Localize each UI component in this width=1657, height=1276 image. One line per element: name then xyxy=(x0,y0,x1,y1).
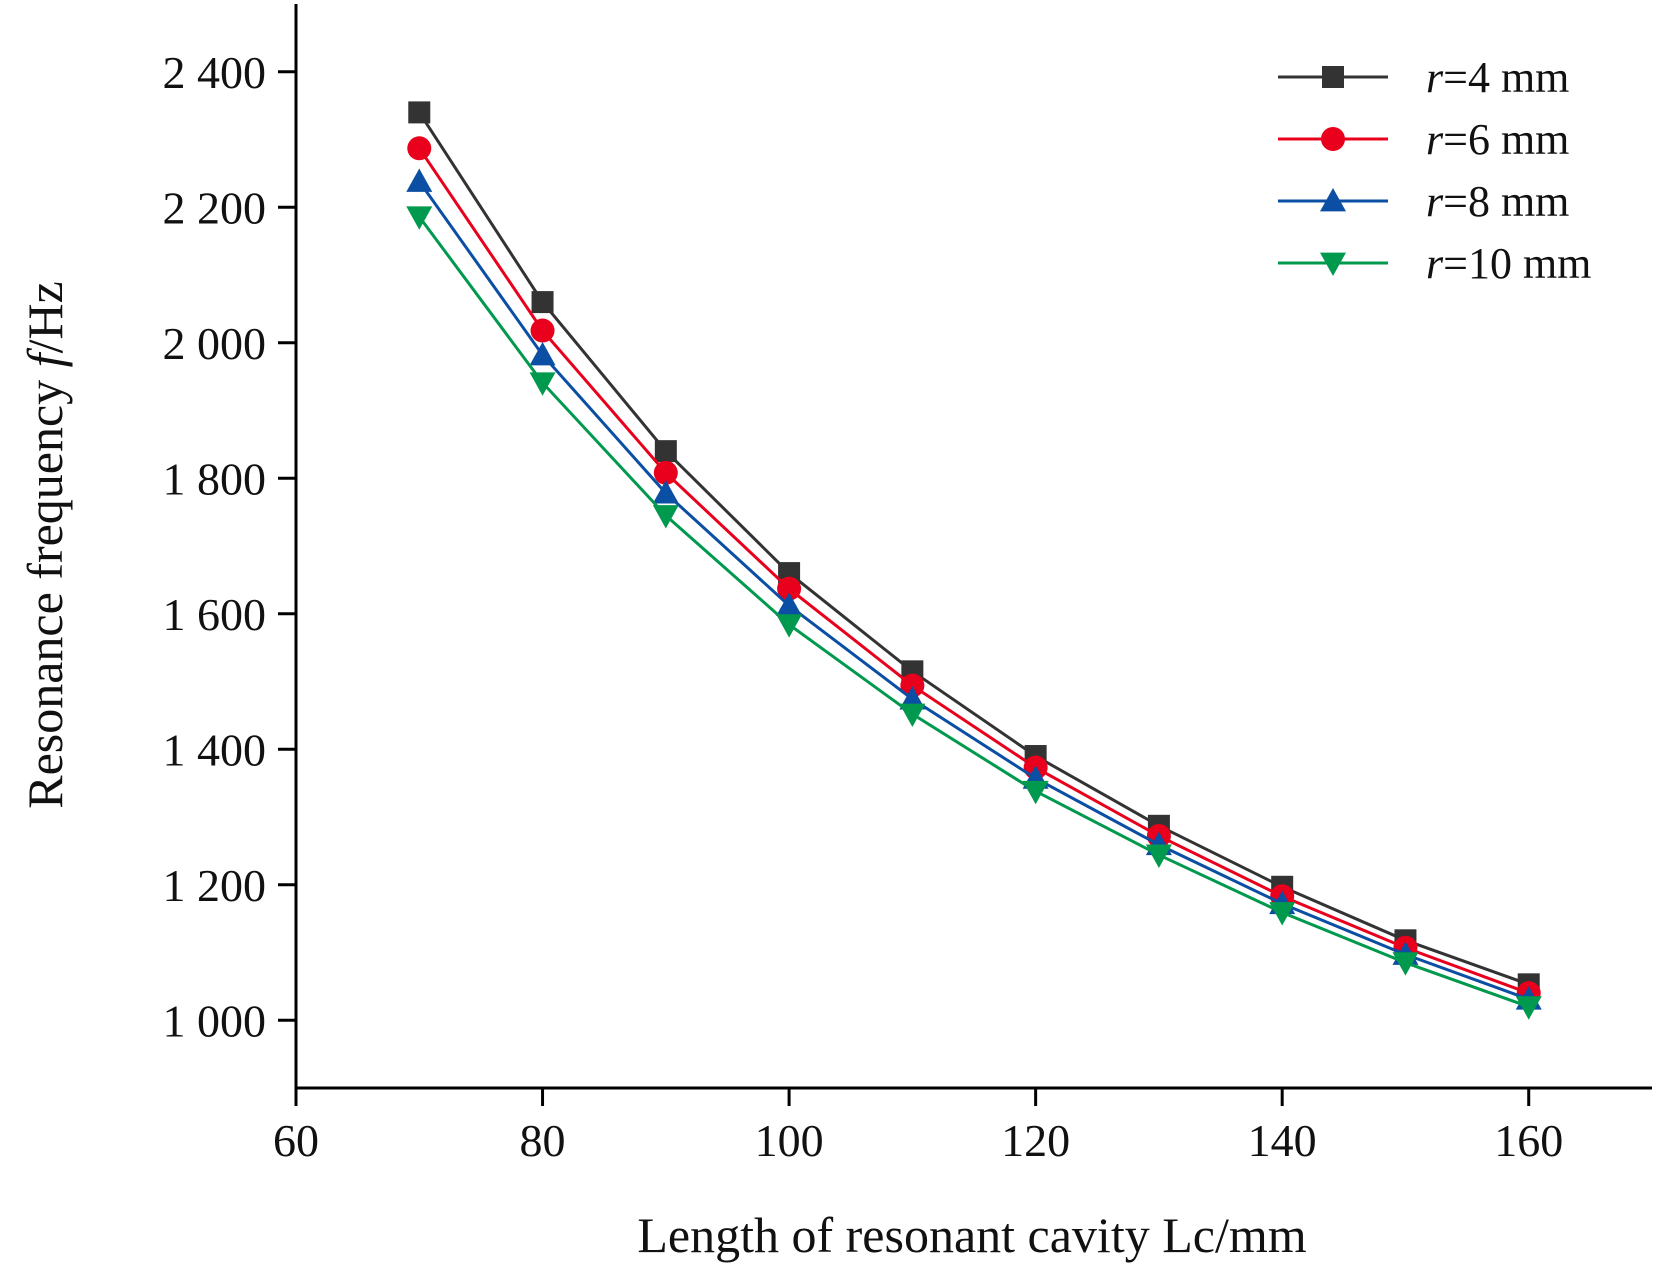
data-point xyxy=(1145,844,1172,868)
legend-item-2: r=6 mm xyxy=(1278,115,1569,164)
series-3 xyxy=(406,168,1542,1010)
y-tick-label: 1 400 xyxy=(163,724,267,775)
x-axis-title: Length of resonant cavity Lc/mm xyxy=(637,1207,1306,1263)
series-line xyxy=(418,180,1530,1001)
y-axis-title-suffix: /Hz xyxy=(17,281,73,353)
x-tick-label: 160 xyxy=(1494,1115,1563,1166)
ticks: 60 80 100 120 140 160 1 000 1 200 1 400 1 600 1 80… xyxy=(163,47,1564,1166)
series-2 xyxy=(407,136,1541,1006)
data-point xyxy=(1022,780,1049,805)
legend-marker xyxy=(1321,127,1345,151)
series-1 xyxy=(408,101,1540,996)
data-point xyxy=(654,440,677,463)
series-line xyxy=(418,215,1530,1009)
legend-marker xyxy=(1322,66,1344,88)
series-line xyxy=(418,111,1530,986)
x-tick-label: 60 xyxy=(273,1115,319,1166)
data-point xyxy=(652,480,679,504)
data-point xyxy=(776,614,803,638)
data-point xyxy=(408,101,431,124)
legend-label: r=4 mm xyxy=(1426,53,1569,102)
y-tick-label: 2 400 xyxy=(163,47,267,98)
series-4 xyxy=(406,206,1542,1020)
data-point xyxy=(900,673,925,698)
data-point xyxy=(1392,952,1419,976)
data-point xyxy=(529,372,556,396)
x-tick-label: 100 xyxy=(755,1115,824,1166)
y-tick-label: 1 600 xyxy=(163,589,267,640)
series-layer xyxy=(406,101,1542,1020)
legend-marker xyxy=(1320,188,1346,212)
x-tick-label: 140 xyxy=(1248,1115,1317,1166)
data-point xyxy=(406,206,433,230)
y-axis-title-prefix: Resonance frequency xyxy=(17,367,73,808)
y-tick-label: 1 000 xyxy=(163,995,267,1046)
data-point xyxy=(776,592,803,617)
y-tick-label: 2 000 xyxy=(163,318,267,369)
data-point xyxy=(406,168,433,192)
data-point xyxy=(777,576,802,601)
y-tick-label: 2 200 xyxy=(163,182,267,233)
legend-item-4: r=10 mm xyxy=(1278,239,1591,288)
y-tick-label: 1 200 xyxy=(163,860,267,911)
y-axis-title: Resonance frequency f/Hz xyxy=(17,281,73,809)
x-tick-label: 120 xyxy=(1001,1115,1070,1166)
data-point xyxy=(1269,902,1296,926)
x-tick-label: 80 xyxy=(520,1115,566,1166)
data-point xyxy=(530,318,555,343)
data-point xyxy=(531,291,554,314)
legend-item-1: r=4 mm xyxy=(1278,53,1569,102)
series-line xyxy=(418,147,1530,995)
legend: r=4 mm r=6 mm r=8 mm r=10 mm xyxy=(1278,53,1591,288)
legend-label: r=6 mm xyxy=(1426,115,1569,164)
data-point xyxy=(529,341,556,366)
axes xyxy=(294,4,1652,1090)
legend-item-3: r=8 mm xyxy=(1278,177,1569,226)
legend-label: r=10 mm xyxy=(1426,239,1591,288)
y-tick-label: 1 800 xyxy=(163,453,267,504)
data-point xyxy=(899,703,926,728)
legend-label: r=8 mm xyxy=(1426,177,1569,226)
data-point xyxy=(1515,996,1542,1020)
data-point xyxy=(653,460,678,485)
data-point xyxy=(652,505,679,529)
data-point xyxy=(407,136,432,161)
legend-marker xyxy=(1320,252,1346,276)
